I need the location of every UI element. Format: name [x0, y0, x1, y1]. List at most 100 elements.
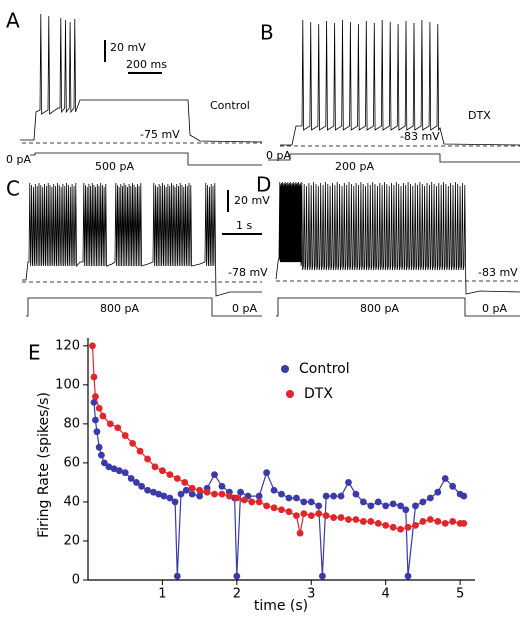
data-point [315, 502, 323, 510]
data-point [319, 572, 326, 580]
data-point [460, 492, 468, 500]
data-point [337, 492, 345, 500]
panel-letter: B [260, 21, 274, 45]
data-point [218, 482, 226, 490]
voltage-trace [22, 182, 262, 297]
data-point [132, 479, 140, 486]
data-point [382, 521, 390, 529]
data-point [92, 416, 99, 424]
data-point [367, 502, 375, 510]
data-point [144, 486, 151, 494]
data-point [278, 506, 285, 514]
data-point [300, 498, 308, 506]
chart: 0 20 40 60 80 100 120 1 2 3 4 5 Control DTX [55, 338, 475, 602]
data-point [270, 486, 278, 494]
data-point [345, 516, 352, 523]
data-point [144, 455, 151, 463]
data-point [412, 502, 419, 510]
data-point [114, 424, 122, 432]
data-point [402, 506, 410, 514]
data-point [196, 486, 204, 494]
data-point [233, 572, 241, 580]
data-point [330, 492, 337, 500]
data-point [404, 523, 412, 531]
data-point [449, 518, 457, 525]
y-tick-label: 100 [55, 377, 80, 392]
data-point [155, 490, 163, 498]
data-point [136, 447, 144, 455]
data-point [90, 399, 98, 406]
data-point [426, 516, 434, 523]
data-point [389, 500, 397, 508]
data-point [182, 486, 190, 494]
data-point [171, 498, 179, 506]
data-point [460, 520, 468, 527]
current-label: 0 pA [6, 153, 31, 166]
data-point [188, 490, 196, 498]
data-point [359, 518, 367, 525]
data-point [173, 475, 181, 482]
data-point [97, 451, 105, 459]
data-point [188, 484, 196, 492]
y-tick-label: 60 [63, 455, 80, 470]
data-point [129, 439, 137, 447]
data-point [95, 404, 103, 412]
legend-label: Control [299, 361, 350, 377]
scale-label: 20 mV [110, 41, 146, 54]
data-point [337, 514, 345, 521]
data-point [419, 498, 427, 506]
legend-marker [286, 390, 294, 398]
data-point [285, 494, 293, 502]
data-point [292, 512, 300, 519]
data-point [211, 490, 218, 498]
data-point [92, 393, 99, 400]
current-label: 500 pA [95, 160, 134, 173]
current-label: 200 pA [335, 160, 374, 173]
resting-label: -83 mV [478, 266, 518, 279]
data-point [218, 490, 226, 498]
data-point [441, 475, 449, 482]
legend-label: DTX [304, 386, 333, 402]
data-point [121, 469, 129, 477]
data-point [434, 488, 442, 496]
current-label: 800 pA [100, 302, 139, 315]
series-line [91, 345, 464, 534]
data-point [166, 471, 174, 479]
x-tick-label: 1 [158, 587, 166, 602]
data-point [196, 492, 204, 500]
data-point [263, 469, 271, 477]
data-point [211, 471, 218, 479]
x-tick-label: 3 [307, 587, 315, 602]
data-point [100, 459, 108, 467]
resting-label: -78 mV [228, 266, 268, 279]
data-point [173, 572, 181, 580]
data-point [203, 488, 211, 496]
data-point [181, 479, 189, 486]
current-trace [26, 297, 262, 317]
current-label: 800 pA [360, 302, 399, 315]
data-point [330, 514, 337, 521]
data-point [300, 510, 308, 518]
data-point [263, 502, 271, 510]
x-tick-label: 2 [233, 587, 241, 602]
data-point [226, 492, 233, 500]
data-point [374, 520, 382, 527]
data-point [240, 496, 248, 504]
data-point [382, 502, 390, 510]
data-point [412, 521, 419, 529]
data-point [138, 482, 145, 490]
data-point [315, 510, 323, 518]
y-tick-label: 0 [72, 573, 80, 588]
data-point [159, 467, 166, 475]
condition-label: DTX [468, 109, 491, 122]
data-point [270, 504, 278, 512]
current-label: 0 pA [266, 149, 291, 162]
data-point [434, 518, 442, 525]
data-point [150, 488, 157, 496]
data-point [121, 432, 129, 439]
panel-letter: A [6, 9, 20, 33]
data-point [322, 512, 330, 519]
data-point [99, 412, 107, 420]
current-trace [276, 297, 520, 317]
